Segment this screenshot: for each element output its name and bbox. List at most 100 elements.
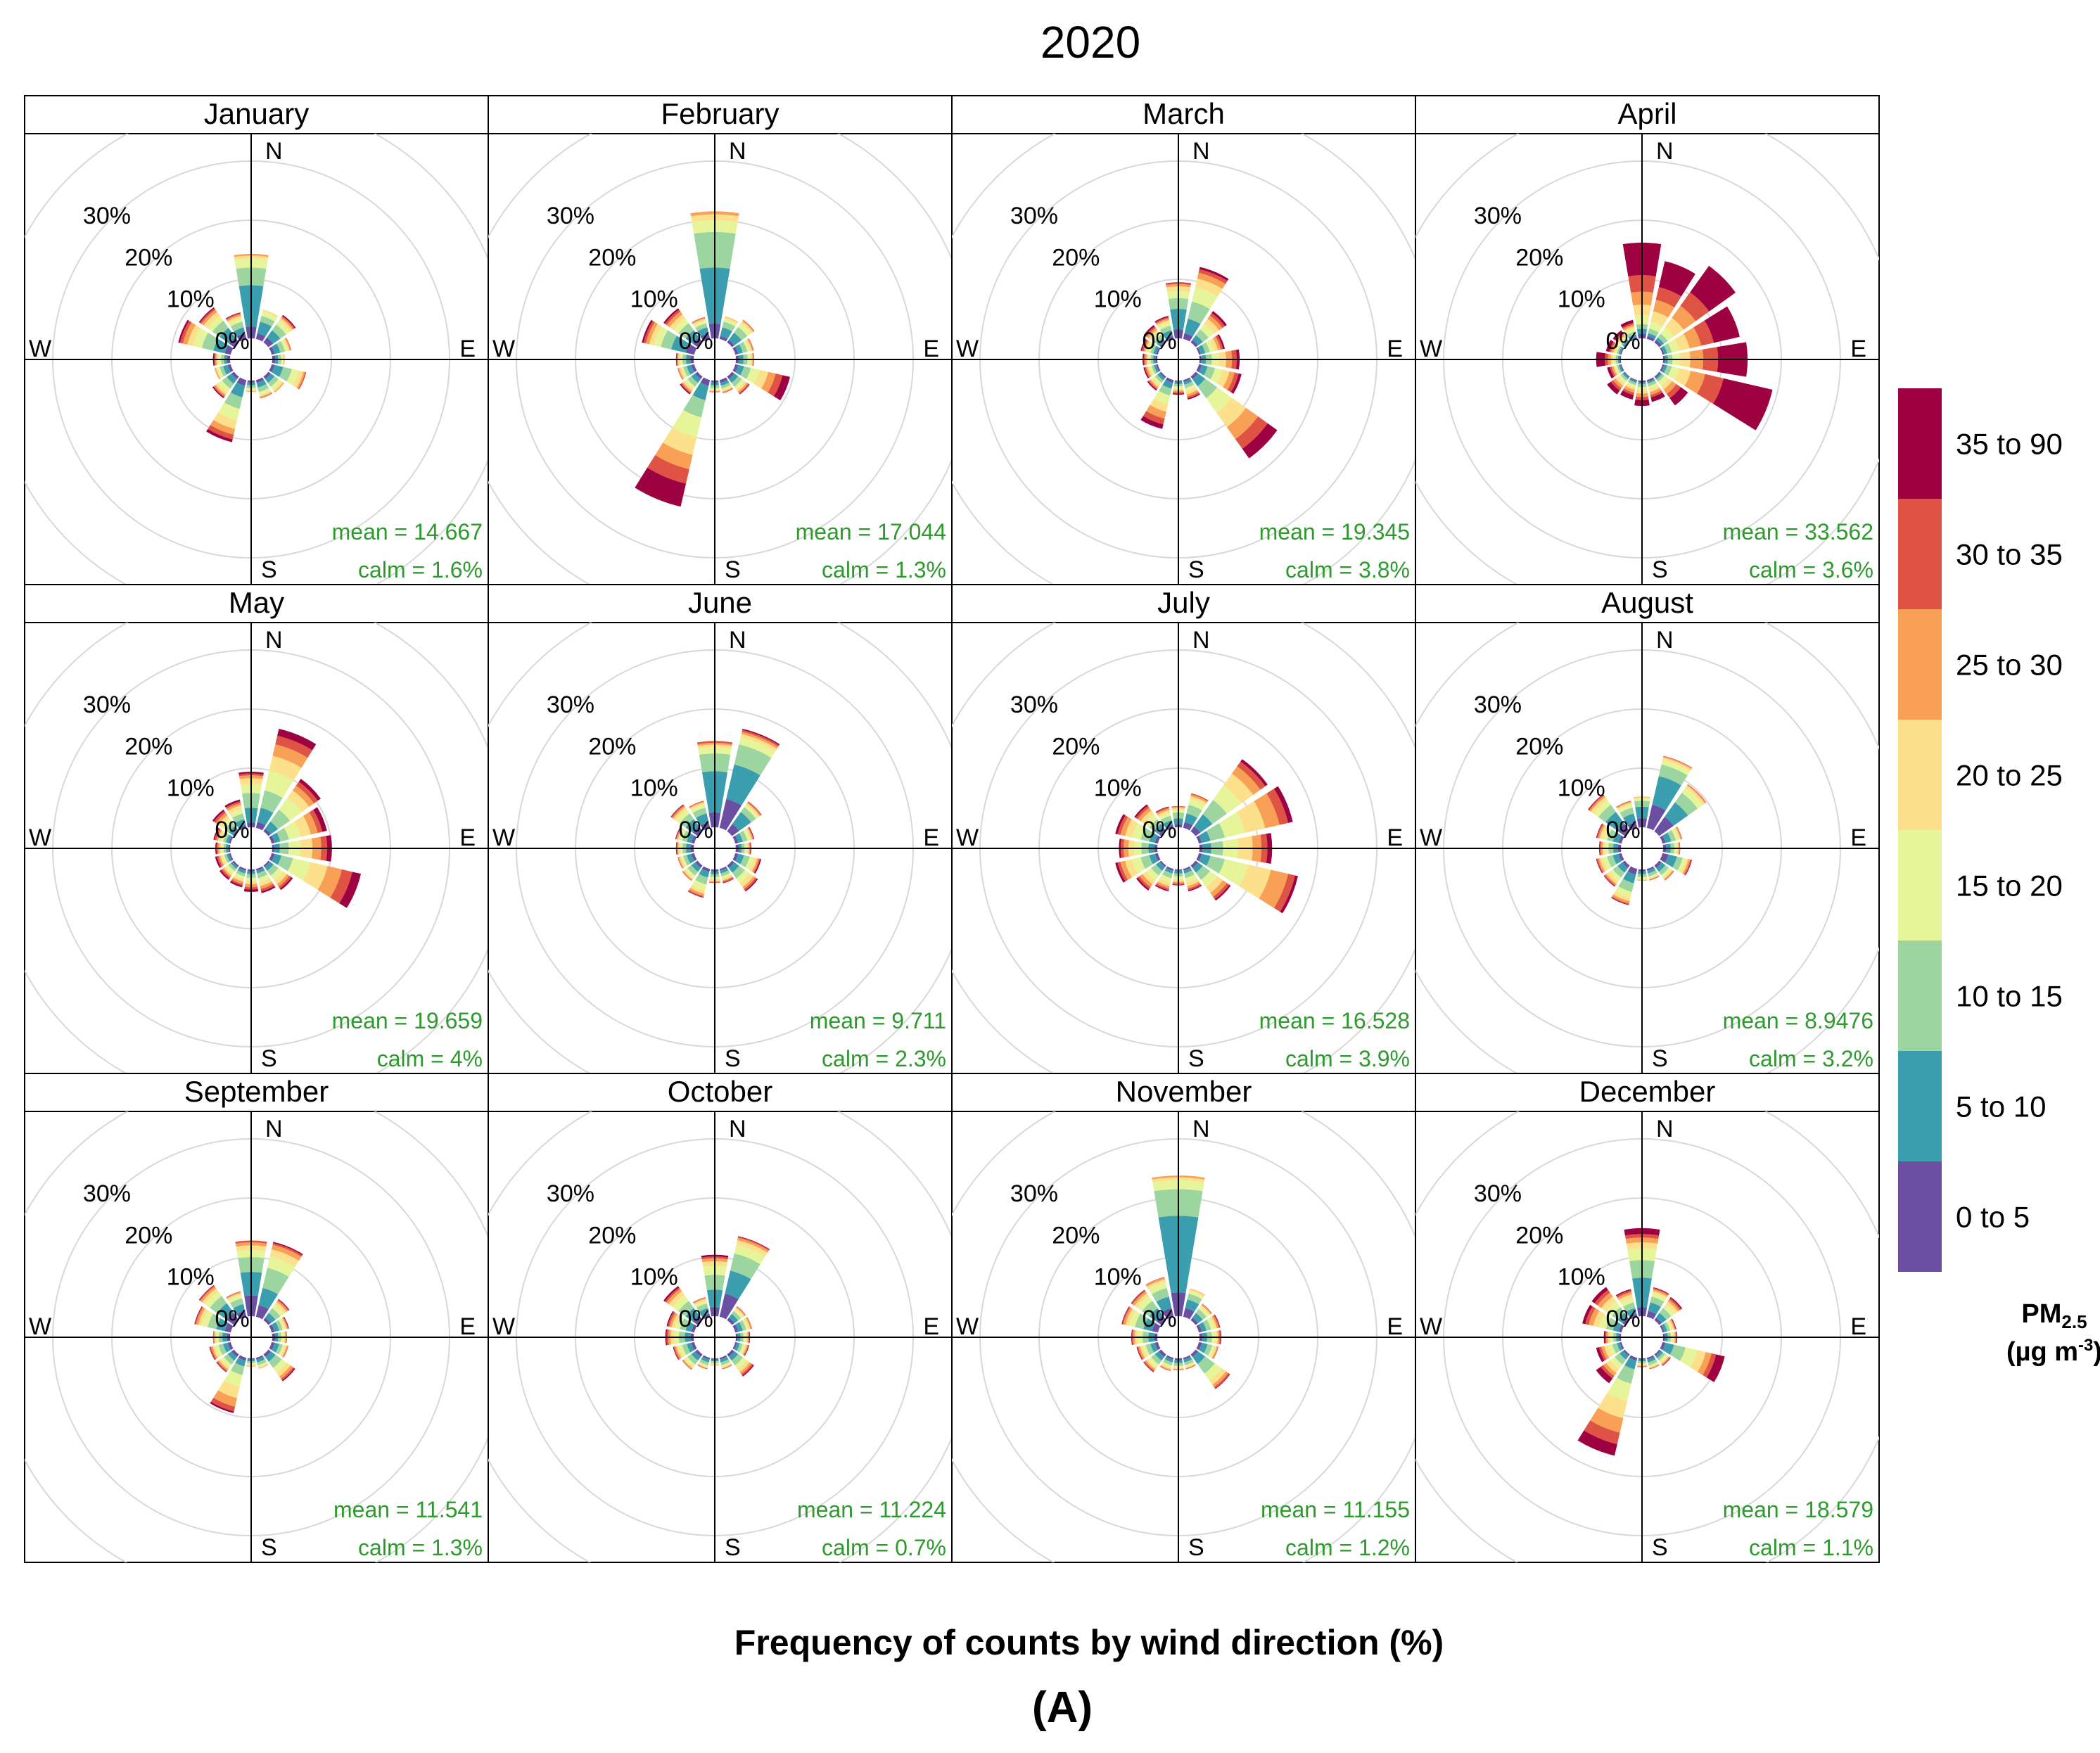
ring-label-10: 10%	[630, 775, 678, 802]
calm-label-october: calm = 0.7%	[822, 1535, 946, 1560]
legend-swatch-10-to-15	[1898, 941, 1942, 1051]
compass-w: W	[29, 1313, 51, 1340]
wedge-wnw-10-to-15	[682, 830, 691, 842]
ring-label-0: 0%	[1606, 817, 1641, 843]
wedge-wsw-30-to-35	[1610, 366, 1616, 377]
ring-label-20: 20%	[1052, 244, 1100, 271]
wedge-ne-30-to-35	[281, 316, 295, 329]
wedge-ssw-15-to-20	[699, 1361, 708, 1368]
wedge-ne-0-to-5	[1654, 1318, 1662, 1325]
wedge-ssw-0-to-5	[1630, 377, 1638, 381]
wedge-nne-20-to-25	[1662, 757, 1692, 772]
wedge-wnw-5-to-10	[1149, 832, 1158, 843]
wedge-wnw-10-to-15	[1605, 1318, 1617, 1331]
wedge-se-10-to-15	[267, 376, 279, 387]
wedge-ese-20-to-25	[1210, 1346, 1217, 1358]
wedge-wnw-10-to-15	[201, 332, 219, 351]
wedge-ssw-30-to-35	[1143, 411, 1165, 425]
compass-e: E	[1387, 336, 1403, 362]
wedge-wnw-10-to-15	[680, 1318, 689, 1331]
wedge-ssw-25-to-30	[1157, 881, 1170, 889]
wedge-wsw-25-to-30	[1145, 366, 1152, 378]
wedge-nw-25-to-30	[666, 311, 683, 328]
ring-label-0: 0%	[1143, 328, 1177, 355]
ring-label-20: 20%	[1515, 244, 1563, 271]
wedge-ne-15-to-20	[1681, 788, 1703, 809]
wedge-ne-5-to-10	[1665, 802, 1688, 826]
wedge-ese-10-to-15	[279, 366, 292, 382]
wedge-se-0-to-5	[1654, 860, 1662, 868]
wedge-nne-5-to-10	[1647, 333, 1657, 339]
wedge-sse-5-to-10	[1647, 1356, 1656, 1363]
calm-label-february: calm = 1.3%	[822, 557, 946, 582]
wedge-sse-20-to-25	[1648, 385, 1660, 393]
compass-n: N	[265, 627, 283, 654]
wedge-nw-35-to-90	[1587, 793, 1604, 810]
wedge-sw-5-to-10	[1622, 372, 1629, 379]
wedge-wnw-35-to-90	[666, 1311, 674, 1327]
wedge-nw-15-to-20	[1137, 1296, 1153, 1312]
wedge-ese-15-to-20	[286, 369, 299, 385]
wedge-wsw-0-to-5	[227, 364, 234, 373]
wedge-ese-0-to-5	[269, 853, 275, 862]
compass-e: E	[459, 824, 476, 851]
wedge-ene-35-to-90	[1273, 786, 1293, 823]
wedge-wnw-20-to-25	[1613, 343, 1619, 354]
wedge-wnw-15-to-20	[1598, 1313, 1611, 1330]
wedge-se-5-to-10	[265, 373, 275, 383]
wedge-ssw-30-to-35	[210, 1398, 236, 1412]
wedge-sw-35-to-90	[1147, 381, 1157, 391]
wedge-sw-20-to-25	[1150, 378, 1160, 388]
wedge-ssw-10-to-15	[1163, 1359, 1173, 1365]
wedge-nw-30-to-35	[1615, 332, 1624, 342]
wedge-sw-20-to-25	[1615, 376, 1625, 386]
wedge-sse-0-to-5	[255, 1355, 264, 1360]
wedge-wsw-0-to-5	[1619, 1341, 1624, 1350]
wedge-nw-15-to-20	[205, 1291, 222, 1308]
wedge-ssw-5-to-10	[1629, 378, 1637, 383]
wedge-wnw-20-to-25	[671, 1313, 681, 1328]
mean-label-august: mean = 8.9476	[1723, 1008, 1873, 1033]
wedge-se-15-to-20	[1204, 1363, 1222, 1381]
strip-label-november: November	[1116, 1075, 1252, 1108]
wedge-wsw-10-to-15	[1612, 1343, 1620, 1353]
wedge-sse-15-to-20	[258, 388, 271, 395]
wedge-sw-35-to-90	[1136, 877, 1150, 891]
wedge-ne-15-to-20	[744, 805, 758, 820]
wedge-wsw-15-to-20	[1142, 1344, 1150, 1357]
wedge-sse-25-to-30	[1649, 875, 1660, 880]
wedge-nnw-10-to-15	[1159, 325, 1172, 334]
wedge-nw-10-to-15	[224, 822, 236, 833]
wedge-ne-15-to-20	[738, 323, 751, 336]
wedge-ne-10-to-15	[1195, 1308, 1207, 1320]
compass-e: E	[923, 1313, 939, 1340]
wedge-nw-35-to-90	[663, 308, 680, 324]
wedge-nw-15-to-20	[1593, 800, 1611, 817]
compass-w: W	[29, 336, 51, 362]
wedge-wsw-30-to-35	[1117, 862, 1128, 881]
wedge-wnw-20-to-25	[217, 830, 224, 841]
ring-label-10: 10%	[630, 1264, 678, 1291]
wedge-sw-25-to-30	[222, 867, 232, 877]
wedge-ese-0-to-5	[1660, 1341, 1666, 1351]
wedge-nw-10-to-15	[1149, 819, 1162, 831]
wedge-sw-20-to-25	[219, 1358, 230, 1370]
wedge-ese-0-to-5	[732, 364, 739, 373]
ring-label-10: 10%	[630, 286, 678, 313]
wedge-sw-30-to-35	[1148, 380, 1158, 390]
wedge-se-35-to-90	[1242, 423, 1278, 459]
wedge-sw-15-to-20	[1152, 376, 1162, 385]
wedge-ne-25-to-30	[1207, 315, 1223, 331]
wedge-nne-0-to-5	[719, 336, 728, 342]
wedge-wsw-35-to-90	[1607, 366, 1615, 378]
compass-s: S	[261, 1534, 277, 1561]
wedge-nne-35-to-90	[1199, 267, 1229, 281]
wedge-ene-0-to-5	[1196, 835, 1202, 844]
wedge-wsw-10-to-15	[218, 1344, 227, 1356]
wedge-ese-25-to-30	[296, 371, 305, 389]
legend-swatch-0-to-5	[1898, 1161, 1942, 1272]
wedge-ese-5-to-10	[735, 364, 744, 376]
